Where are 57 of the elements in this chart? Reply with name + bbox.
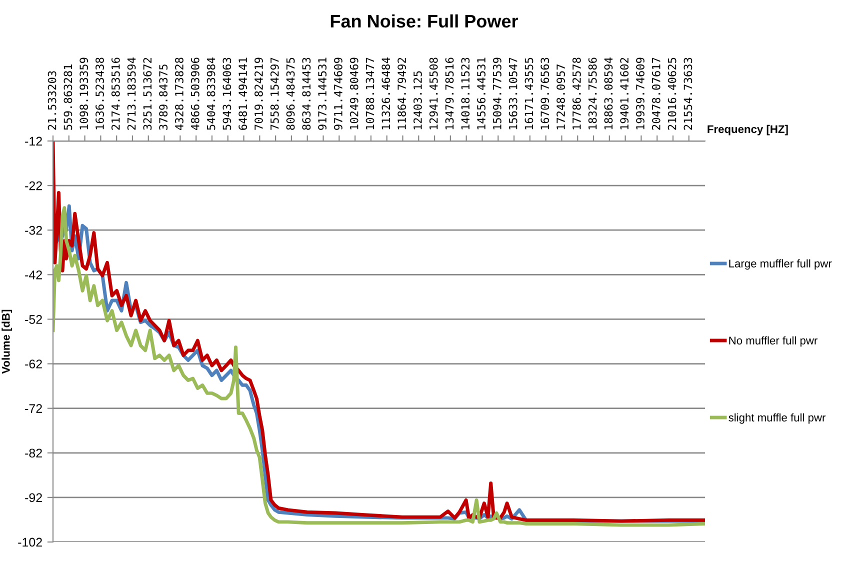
x-tick-label: 9711.474609 xyxy=(334,58,342,130)
x-tick-label: 15094.77539 xyxy=(492,58,502,130)
x-tick-label: 559.863281 xyxy=(64,64,72,130)
x-tick-label: 1098.193359 xyxy=(80,58,88,130)
legend-label: Large muffler full pwr xyxy=(729,259,832,270)
y-tick-label: -22 xyxy=(25,181,42,190)
x-tick-label: 6481.494141 xyxy=(238,58,248,130)
x-tick-label: 15633.10547 xyxy=(508,58,518,130)
y-tick-label: -82 xyxy=(25,448,42,458)
x-tick-label: 8096.484375 xyxy=(286,58,295,130)
x-tick-label: 21.533203 xyxy=(48,71,56,130)
y-tick-label: -62 xyxy=(25,360,42,368)
x-tick-label: 11864.79492 xyxy=(398,58,406,130)
x-tick-label: 5404.833984 xyxy=(206,58,216,130)
y-tick-label: -72 xyxy=(25,404,42,413)
x-axis-title: Frequency [HZ] xyxy=(708,124,788,136)
x-tick-label: 21016.40625 xyxy=(668,58,676,130)
x-tick-label: 16171.43555 xyxy=(524,58,534,130)
x-tick-label: 2713.183594 xyxy=(127,58,136,130)
x-tick-label: 9173.144531 xyxy=(318,58,327,130)
y-tick-label: -52 xyxy=(25,315,42,324)
x-tick-label: 18324.75586 xyxy=(588,58,597,130)
x-tick-label: 10249.80469 xyxy=(350,58,358,130)
chart-title: Fan Noise: Full Power xyxy=(330,14,518,28)
legend-label: slight muffle full pwr xyxy=(728,413,826,424)
y-tick-label: -12 xyxy=(25,136,42,146)
x-tick-label: 17248.0957 xyxy=(556,64,565,130)
x-tick-label: 8634.814453 xyxy=(302,58,311,130)
legend-label: No muffler full pwr xyxy=(729,336,818,347)
x-tick-label: 3251.513672 xyxy=(143,58,152,130)
x-tick-label: 1636.523438 xyxy=(96,58,104,130)
x-tick-label: 4328.173828 xyxy=(175,58,184,130)
x-tick-label: 18863.08594 xyxy=(604,58,613,130)
x-tick-label: 19401.41602 xyxy=(620,58,629,130)
y-tick-label: -92 xyxy=(25,493,42,502)
x-tick-label: 14018.11523 xyxy=(461,58,470,130)
x-tick-label: 12403.125 xyxy=(413,71,422,130)
y-tick-label: -42 xyxy=(25,270,42,280)
y-axis-title: Volume [dB] xyxy=(2,310,12,374)
x-tick-label: 17786.42578 xyxy=(572,58,581,130)
x-tick-label: 5943.164063 xyxy=(222,58,232,130)
x-tick-label: 13479.78516 xyxy=(445,58,454,130)
y-tick-label: -102 xyxy=(18,538,42,547)
x-tick-label: 7558.154297 xyxy=(270,58,279,130)
x-tick-label: 21554.73633 xyxy=(684,58,692,130)
x-tick-label: 12941.45508 xyxy=(429,58,438,130)
x-tick-label: 4866.503906 xyxy=(190,58,200,130)
x-tick-label: 10788.13477 xyxy=(366,58,374,130)
x-tick-label: 14556.44531 xyxy=(477,58,486,130)
x-tick-label: 7019.824219 xyxy=(254,58,263,130)
y-tick-label: -32 xyxy=(25,226,42,235)
x-tick-label: 19939.74609 xyxy=(636,58,644,130)
x-tick-label: 11326.46484 xyxy=(382,58,390,130)
x-tick-label: 16709.76563 xyxy=(540,58,550,130)
x-tick-label: 20478.07617 xyxy=(652,58,660,130)
x-tick-label: 3789.84375 xyxy=(159,64,168,130)
x-tick-label: 2174.853516 xyxy=(111,58,120,130)
